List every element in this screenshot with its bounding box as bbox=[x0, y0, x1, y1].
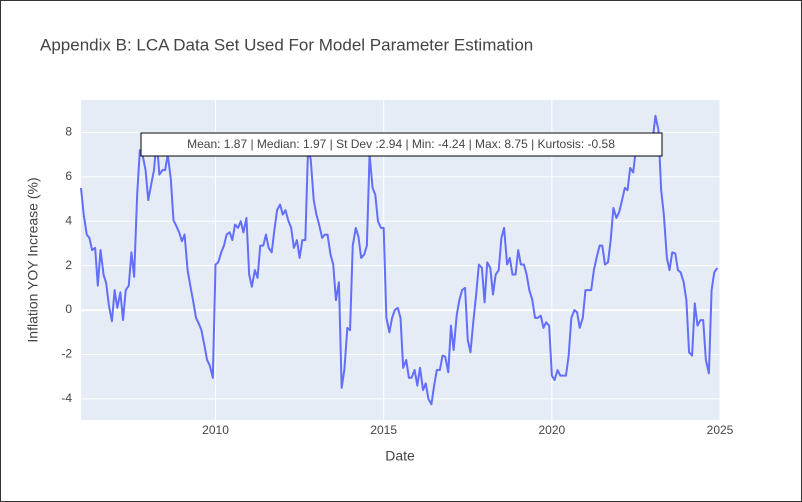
y-tick-label: 8 bbox=[65, 125, 72, 139]
y-tick-label: 2 bbox=[65, 258, 72, 272]
y-tick-label: -2 bbox=[61, 347, 72, 361]
x-tick-label: 2025 bbox=[707, 423, 734, 437]
y-axis-title: Inflation YOY Increase (%) bbox=[25, 177, 41, 342]
marks bbox=[80, 114, 719, 406]
annotation: Mean: 1.87 | Median: 1.97 | St Dev :2.94… bbox=[187, 137, 615, 151]
x-axis-title: Date bbox=[385, 448, 415, 464]
y-tick-label: 0 bbox=[65, 302, 72, 316]
x-tick-label: 2015 bbox=[370, 423, 397, 437]
y-tick-label: -4 bbox=[61, 391, 72, 405]
line bbox=[80, 114, 719, 406]
annotation-box bbox=[140, 132, 663, 157]
x-tick-label: 2010 bbox=[202, 423, 229, 437]
y-tick-label: 6 bbox=[65, 169, 72, 183]
y-tick-label: 4 bbox=[65, 213, 72, 227]
chart-title: Appendix B: LCA Data Set Used For Model … bbox=[40, 35, 533, 54]
x-tick-label: 2020 bbox=[538, 423, 565, 437]
